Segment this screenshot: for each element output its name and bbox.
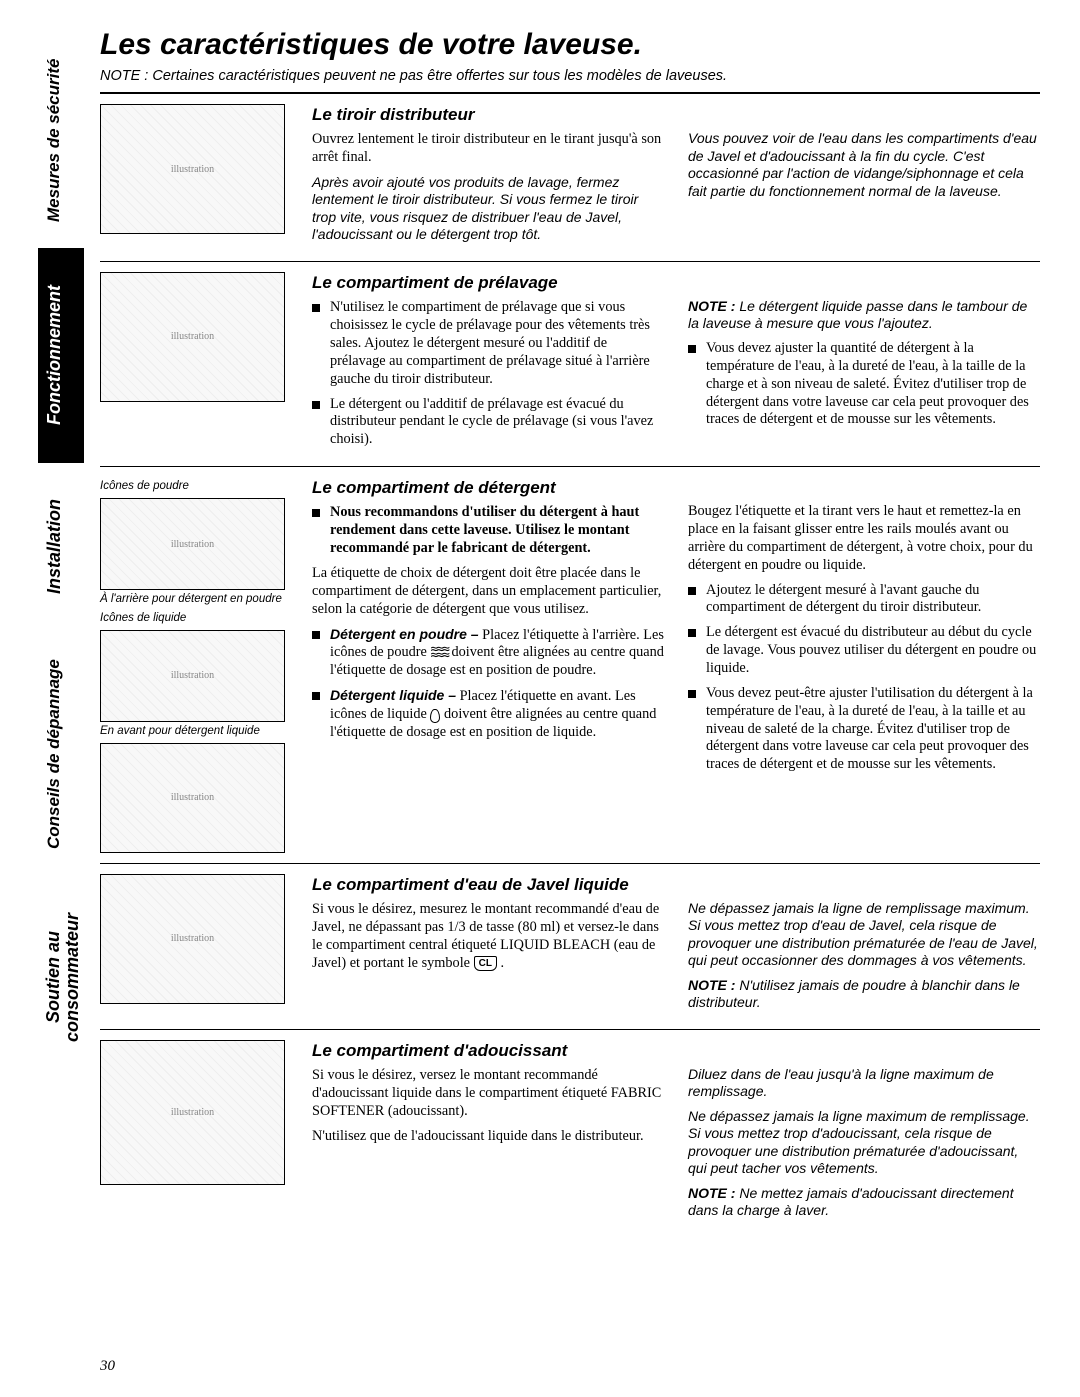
page-title: Les caractéristiques de votre laveuse. — [100, 28, 1040, 62]
s5-note: NOTE : Ne mettez jamais d'adoucissant di… — [688, 1185, 1040, 1220]
cap-liquid-front: En avant pour détergent liquide — [100, 725, 296, 738]
s1-p3: Vous pouvez voir de l'eau dans les compa… — [688, 130, 1040, 200]
s1-p1: Ouvrez lentement le tiroir distributeur … — [312, 131, 664, 167]
tab-safety: Mesures de sécurité — [38, 40, 84, 240]
cap-liquid-icons: Icônes de liquide — [100, 612, 296, 625]
figure-prewash: illustration — [100, 272, 285, 402]
s5-note-prefix: NOTE : — [688, 1185, 735, 1201]
s2-li1: N'utilisez le compartiment de prélavage … — [312, 299, 664, 388]
s3-li3a: Détergent liquide – — [330, 687, 456, 703]
s3-rli3: Vous devez peut-être ajuster l'utilisati… — [688, 685, 1040, 774]
tab-support-l1: Soutien au — [43, 931, 63, 1023]
s4-note-prefix: NOTE : — [688, 977, 735, 993]
bleach-cl-icon: CL — [474, 956, 497, 971]
s3-li2: Détergent en poudre – Placez l'étiquette… — [312, 626, 664, 681]
figure-det-2: illustration — [100, 630, 285, 722]
heading-bleach: Le compartiment d'eau de Javel liquide — [312, 874, 664, 895]
s3-rp1: Bougez l'étiquette et la tirant vers le … — [688, 503, 1040, 574]
rule-3 — [100, 863, 1040, 864]
tab-operation: Fonctionnement — [38, 248, 84, 463]
s2-note-prefix: NOTE : — [688, 298, 735, 314]
s2-li2: Le détergent ou l'additif de prélavage e… — [312, 396, 664, 450]
figure-det-1: illustration — [100, 498, 285, 590]
section-drawer: illustration Le tiroir distributeur Ouvr… — [100, 104, 1040, 251]
section-softener: illustration Le compartiment d'adoucissa… — [100, 1040, 1040, 1227]
figure-drawer: illustration — [100, 104, 285, 234]
tab-support-l2: consommateur — [62, 912, 82, 1041]
s4-note-text: N'utilisez jamais de poudre à blanchir d… — [688, 977, 1020, 1011]
s5-p1: Si vous le désirez, versez le montant re… — [312, 1067, 664, 1121]
s3-li1: Nous recommandons d'utiliser du détergen… — [312, 504, 664, 558]
page-number: 30 — [100, 1358, 115, 1375]
heading-prewash: Le compartiment de prélavage — [312, 272, 664, 293]
tab-troubleshoot: Conseils de dépannage — [38, 629, 84, 879]
s3-li3: Détergent liquide – Placez l'étiquette e… — [312, 687, 664, 742]
sidebar-tabs: Mesures de sécurité Fonctionnement Insta… — [38, 40, 84, 1075]
tab-installation: Installation — [38, 471, 84, 621]
s5-rp1: Diluez dans de l'eau jusqu'à la ligne ma… — [688, 1066, 1040, 1101]
s2-note-text: Le détergent liquide passe dans le tambo… — [688, 298, 1027, 332]
tab-support: Soutien au consommateur — [38, 887, 84, 1067]
s5-note-text: Ne mettez jamais d'adoucissant directeme… — [688, 1185, 1014, 1219]
rule-2 — [100, 466, 1040, 467]
top-note: NOTE : Certaines caractéristiques peuven… — [100, 68, 1040, 84]
powder-icon: ≈≈≈≈≈≈ — [430, 647, 447, 659]
s1-p2: Après avoir ajouté vos produits de lavag… — [312, 174, 664, 244]
rule-1 — [100, 261, 1040, 262]
rule-top — [100, 92, 1040, 94]
s3-rli1: Ajoutez le détergent mesuré à l'avant ga… — [688, 582, 1040, 618]
figure-softener: illustration — [100, 1040, 285, 1185]
heading-softener: Le compartiment d'adoucissant — [312, 1040, 664, 1061]
liquid-drop-icon — [430, 709, 440, 723]
section-detergent: Icônes de poudre illustration À l'arrièr… — [100, 477, 1040, 853]
s3-li2a: Détergent en poudre – — [330, 626, 479, 642]
s5-rp2: Ne dépassez jamais la ligne maximum de r… — [688, 1108, 1040, 1178]
cap-powder-icons: Icônes de poudre — [100, 480, 296, 493]
heading-drawer: Le tiroir distributeur — [312, 104, 664, 125]
figure-det-3: illustration — [100, 743, 285, 853]
s4-rp1: Ne dépassez jamais la ligne de remplissa… — [688, 900, 1040, 970]
s4-p1: Si vous le désirez, mesurez le montant r… — [312, 901, 664, 972]
s3-p1: La étiquette de choix de détergent doit … — [312, 565, 664, 619]
s4-p1b: . — [497, 955, 504, 971]
section-prewash: illustration Le compartiment de prélavag… — [100, 272, 1040, 456]
figure-bleach: illustration — [100, 874, 285, 1004]
s2-li3: Vous devez ajuster la quantité de déterg… — [688, 340, 1040, 429]
rule-4 — [100, 1029, 1040, 1030]
s3-rli2: Le détergent est évacué du distributeur … — [688, 624, 1040, 678]
heading-detergent: Le compartiment de détergent — [312, 477, 664, 498]
cap-powder-back: À l'arrière pour détergent en poudre — [100, 593, 296, 606]
s2-note: NOTE : Le détergent liquide passe dans l… — [688, 298, 1040, 333]
s4-note: NOTE : N'utilisez jamais de poudre à bla… — [688, 977, 1040, 1012]
section-bleach: illustration Le compartiment d'eau de Ja… — [100, 874, 1040, 1019]
s5-p2: N'utilisez que de l'adoucissant liquide … — [312, 1128, 664, 1146]
